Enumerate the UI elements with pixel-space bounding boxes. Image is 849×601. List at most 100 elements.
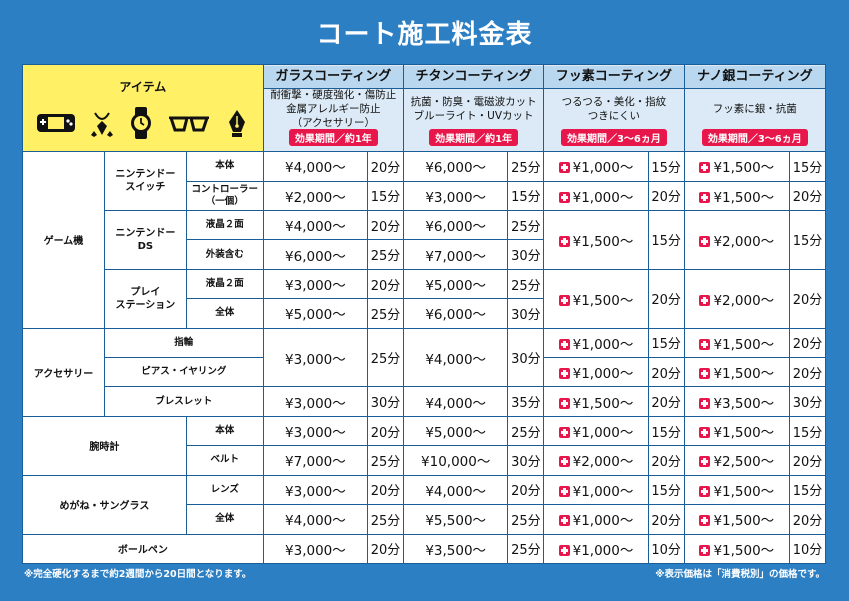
price-cell: ¥2,000〜 bbox=[543, 445, 649, 476]
time-cell: 25分 bbox=[367, 327, 404, 388]
cross-icon bbox=[558, 397, 570, 409]
price-cell: ¥1,500〜 bbox=[683, 415, 791, 447]
coating-name: ナノ銀コーティング bbox=[685, 66, 825, 90]
coating-desc-line: 金属アレルギー防止 bbox=[286, 103, 381, 116]
part-body: 本体 bbox=[185, 151, 264, 182]
price-text: ¥1,500〜 bbox=[713, 366, 775, 383]
price-cell: ¥1,500〜 bbox=[683, 533, 791, 564]
price-cell: ¥1,500〜 bbox=[683, 180, 791, 212]
time-cell: 15分 bbox=[789, 151, 826, 182]
cross-icon bbox=[558, 338, 570, 350]
price-cell: ¥3,000〜 bbox=[262, 327, 369, 388]
coating-desc-line: （アクセサリー） bbox=[291, 117, 376, 130]
coating-desc-line: つきにくい bbox=[587, 110, 641, 123]
time-cell: 15分 bbox=[647, 151, 685, 182]
category-accessory: アクセサリー bbox=[22, 327, 105, 417]
sub-bracelet: ブレスレット bbox=[103, 386, 264, 417]
time-cell: 20分 bbox=[367, 415, 404, 447]
price-cell: ¥1,000〜 bbox=[543, 474, 649, 506]
table-row: アクセサリー 指輪 ¥3,000〜 25分 ¥4,000〜 30分 ¥1,000〜 1… bbox=[22, 327, 826, 417]
price-cell: ¥3,000〜 bbox=[262, 533, 369, 564]
price-cell: ¥4,000〜 bbox=[402, 386, 509, 417]
sub-playstation: プレイ ステーション bbox=[103, 268, 187, 329]
effect-badge: 効果期間／3〜6ヵ月 bbox=[701, 129, 808, 147]
part-lcd: 液晶２面 bbox=[185, 210, 264, 241]
time-cell: 20分 bbox=[367, 151, 404, 182]
cross-icon bbox=[558, 456, 570, 468]
item-header: アイテム bbox=[22, 63, 264, 153]
time-cell: 25分 bbox=[507, 415, 545, 447]
necklace-icon bbox=[91, 112, 114, 137]
footnote-curing: ※完全硬化するまで約2週間から20日間となります。 bbox=[24, 569, 252, 580]
table-row: 全体 ¥4,000〜 25分 ¥5,500〜 25分 ¥1,000〜 20分 ¥1,5… bbox=[23, 504, 826, 535]
time-cell: 15分 bbox=[647, 210, 685, 270]
table-row: プレイ ステーション 液晶２面 ¥3,000〜 20分 ¥5,000〜 25分 ¥1… bbox=[23, 268, 826, 329]
cross-icon bbox=[699, 515, 711, 527]
table-row: ニンテンドー DS 液晶２面 ¥4,000〜 20分 ¥6,000〜 25分 ¥1,… bbox=[23, 210, 826, 270]
effect-badge: 効果期間／約1年 bbox=[288, 129, 378, 147]
price-cell: ¥1,000〜 bbox=[543, 533, 649, 564]
price-cell: ¥1,000〜 bbox=[543, 504, 649, 535]
price-cell: ¥1,500〜 bbox=[683, 327, 791, 359]
price-cell: ¥3,000〜 bbox=[262, 474, 369, 506]
cross-icon bbox=[558, 294, 570, 306]
price-cell: ¥2,500〜 bbox=[683, 445, 791, 476]
price-cell: ¥1,000〜 bbox=[543, 415, 649, 447]
cross-icon bbox=[558, 544, 570, 556]
time-cell: 15分 bbox=[789, 210, 826, 270]
price-text: ¥2,000〜 bbox=[572, 454, 634, 471]
category-game: ゲーム機 bbox=[22, 151, 105, 329]
part-lcd: 液晶２面 bbox=[185, 268, 264, 300]
time-cell: 20分 bbox=[367, 474, 404, 506]
sub-ring: 指輪 bbox=[103, 327, 264, 359]
coating-desc-line: つるつる・美化・指紋 bbox=[561, 96, 667, 109]
coating-header-titanium: チタンコーティング 抗菌・防臭・電磁波カット ブルーライト・UVカット 効果期間… bbox=[402, 63, 545, 153]
category-glasses: めがね・サングラス bbox=[22, 474, 187, 535]
pen-nib-icon bbox=[229, 109, 246, 137]
sub-label: ニンテンドー スイッチ bbox=[115, 169, 176, 194]
price-cell: ¥4,000〜 bbox=[262, 504, 369, 535]
page-title: コート施工料金表 bbox=[316, 20, 533, 50]
price-cell: ¥1,500〜 bbox=[683, 474, 791, 506]
time-cell: 20分 bbox=[647, 445, 685, 476]
price-cell: ¥1,000〜 bbox=[543, 357, 649, 388]
part-lens: レンズ bbox=[185, 474, 264, 506]
time-cell: 15分 bbox=[367, 180, 404, 212]
part-belt: ベルト bbox=[185, 445, 264, 476]
time-cell: 35分 bbox=[507, 386, 545, 417]
time-cell: 20分 bbox=[789, 445, 826, 476]
price-text: ¥1,000〜 bbox=[572, 425, 634, 442]
price-cell: ¥2,000〜 bbox=[683, 268, 791, 329]
cross-icon bbox=[699, 485, 711, 497]
time-cell: 20分 bbox=[367, 268, 404, 300]
time-cell: 25分 bbox=[507, 504, 545, 535]
table-row: ベルト ¥7,000〜 25分 ¥10,000〜 30分 ¥2,000〜 20分 ¥2… bbox=[23, 445, 826, 476]
time-cell: 25分 bbox=[507, 151, 545, 182]
time-cell: 30分 bbox=[789, 386, 826, 417]
footnote-tax: ※表示価格は「消費税別」の価格です。 bbox=[655, 569, 825, 580]
price-cell: ¥4,000〜 bbox=[262, 151, 369, 182]
price-text: ¥2,500〜 bbox=[713, 454, 775, 471]
time-cell: 20分 bbox=[789, 357, 826, 388]
price-text: ¥1,500〜 bbox=[572, 233, 634, 250]
game-console-icon bbox=[37, 113, 76, 132]
price-cell: ¥1,500〜 bbox=[683, 357, 791, 388]
price-cell: ¥6,000〜 bbox=[402, 298, 509, 329]
table-row: ゲーム機 ニンテンドー スイッチ 本体 ¥4,000〜 20分 ¥6,000〜 25… bbox=[22, 151, 826, 329]
price-cell: ¥1,500〜 bbox=[683, 504, 791, 535]
time-cell: 20分 bbox=[789, 504, 826, 535]
price-text: ¥1,500〜 bbox=[713, 513, 775, 530]
cross-icon bbox=[699, 338, 711, 350]
cross-icon bbox=[699, 162, 711, 174]
cross-icon bbox=[558, 235, 570, 247]
sub-label: ニンテンドー DS bbox=[115, 227, 176, 252]
cross-icon bbox=[699, 427, 711, 439]
time-cell: 20分 bbox=[647, 268, 685, 329]
time-cell: 15分 bbox=[507, 180, 545, 212]
price-text: ¥1,500〜 bbox=[713, 542, 775, 559]
time-cell: 15分 bbox=[647, 327, 685, 359]
price-cell: ¥5,500〜 bbox=[402, 504, 509, 535]
price-cell: ¥3,500〜 bbox=[683, 386, 791, 417]
cross-icon bbox=[558, 427, 570, 439]
cross-icon bbox=[558, 515, 570, 527]
